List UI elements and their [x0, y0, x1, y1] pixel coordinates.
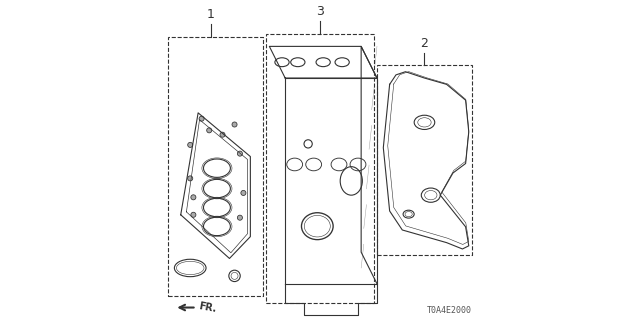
Ellipse shape: [287, 158, 303, 171]
Circle shape: [199, 116, 204, 121]
Ellipse shape: [275, 58, 289, 67]
Ellipse shape: [331, 158, 347, 171]
Circle shape: [237, 215, 243, 220]
Ellipse shape: [335, 58, 349, 67]
Text: 3: 3: [316, 5, 324, 18]
Bar: [377, 65, 472, 255]
Ellipse shape: [306, 158, 321, 171]
Text: T0A4E2000: T0A4E2000: [427, 307, 472, 316]
Circle shape: [207, 128, 212, 133]
Circle shape: [188, 176, 193, 181]
Circle shape: [237, 151, 243, 156]
Ellipse shape: [316, 58, 330, 67]
Bar: [266, 34, 374, 303]
Circle shape: [191, 195, 196, 200]
Circle shape: [188, 142, 193, 148]
Circle shape: [232, 122, 237, 127]
Text: FR.: FR.: [198, 301, 218, 314]
Bar: [168, 37, 263, 296]
Ellipse shape: [350, 158, 366, 171]
Circle shape: [191, 212, 196, 217]
Circle shape: [220, 132, 225, 137]
Text: 1: 1: [207, 8, 215, 21]
Ellipse shape: [291, 58, 305, 67]
Text: 2: 2: [420, 36, 428, 50]
Circle shape: [241, 190, 246, 196]
